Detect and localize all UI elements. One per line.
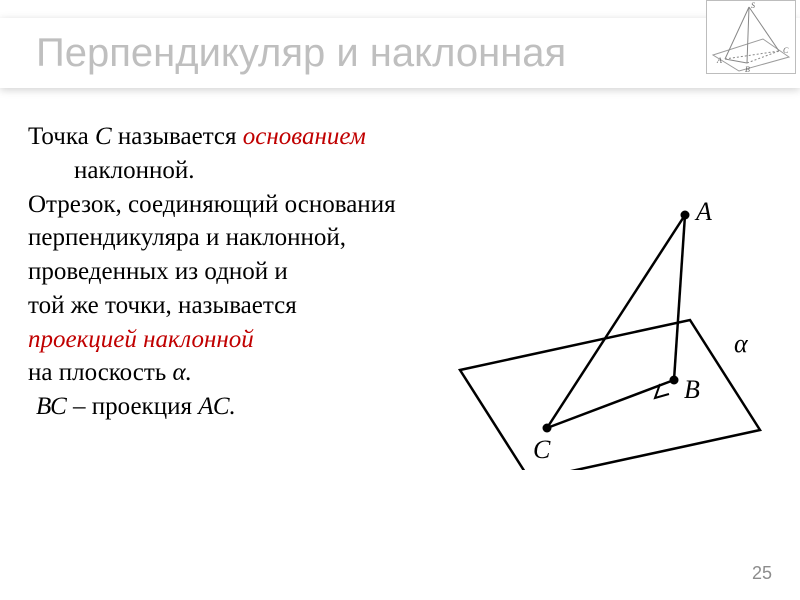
- plane-alpha: [460, 320, 760, 470]
- t1a: Точка: [28, 123, 95, 150]
- main-figure: A B C α: [420, 180, 780, 470]
- t3: Отрезок, соединяющий основания: [28, 188, 458, 222]
- label-alpha: α: [734, 329, 749, 358]
- point-b: [670, 376, 679, 385]
- title-band: Перпендикуляр и наклонная: [0, 18, 800, 88]
- thumb-label-s: S: [751, 1, 755, 10]
- t4: перпендикуляра и наклонной,: [28, 221, 458, 255]
- main-figure-svg: A B C α: [420, 180, 780, 470]
- pyramid-thumbnail-svg: S A B C: [707, 1, 795, 73]
- slide-title: Перпендикуляр и наклонная: [36, 31, 566, 76]
- t8a: на плоскость: [28, 359, 172, 386]
- slide: S A B C Перпендикуляр и наклонная A: [0, 0, 800, 600]
- label-b: B: [684, 375, 700, 404]
- t5: проведенных из одной и: [28, 255, 458, 289]
- page-number: 25: [752, 563, 772, 584]
- label-c: C: [533, 435, 551, 464]
- t9c: АС.: [198, 393, 236, 420]
- t1b: С: [95, 123, 112, 150]
- t1d: основанием: [243, 123, 366, 150]
- t1c: называется: [112, 123, 243, 150]
- t9a: ВС: [36, 393, 67, 420]
- t6: той же точки, называется: [28, 289, 458, 323]
- label-a: A: [694, 197, 712, 226]
- thumb-label-c: C: [783, 46, 789, 55]
- thumb-label-b: B: [745, 65, 750, 73]
- point-a: [681, 211, 690, 220]
- t2: наклонной.: [28, 154, 458, 188]
- thumb-plane: [713, 39, 789, 71]
- t9b: – проекция: [67, 393, 198, 420]
- body-text: Точка С называется основанием наклонной.…: [28, 120, 458, 424]
- t8b: α.: [172, 359, 191, 386]
- pyramid-thumbnail: S A B C: [706, 0, 796, 74]
- point-c: [543, 424, 552, 433]
- t7: проекцией наклонной: [28, 323, 458, 357]
- thumb-label-a: A: [716, 56, 722, 65]
